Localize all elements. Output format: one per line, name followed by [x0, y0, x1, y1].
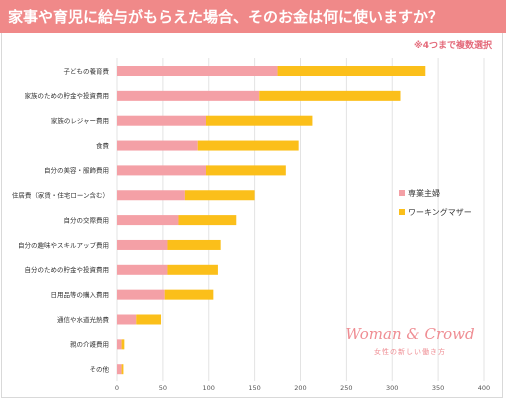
bar-segment-housewife — [117, 140, 198, 151]
bar-segment-working-mother — [121, 364, 124, 375]
chart-note: ※4つまで複数選択 — [413, 41, 492, 51]
bar-segment-housewife — [117, 190, 185, 201]
bar-segment-working-mother — [184, 190, 255, 201]
x-tick-label: 0 — [115, 384, 119, 392]
x-tick-label: 300 — [386, 384, 398, 392]
legend-swatch-housewife — [399, 190, 405, 196]
category-label: 自分の美容・服飾費用 — [44, 166, 109, 175]
category-label: 住居費（家賃・住宅ローン含む） — [12, 191, 109, 200]
bar-segment-housewife — [117, 90, 260, 101]
logo-wordmark: Woman & Crowd — [345, 325, 474, 343]
bar-segment-housewife — [117, 364, 122, 375]
x-tick-label: 400 — [478, 384, 490, 392]
bar-segment-working-mother — [167, 264, 218, 275]
legend-label-working-mother: ワーキングマザー — [408, 207, 472, 217]
legend-label-housewife: 専業主婦 — [408, 188, 440, 198]
bar-segment-working-mother — [197, 140, 299, 151]
title-banner: 家事や育児に給与がもらえた場合、そのお金は何に使いますか？ — [0, 0, 506, 33]
category-label: その他 — [90, 365, 110, 374]
category-label: 日用品等の購入費用 — [51, 290, 110, 299]
category-label: 通信や水道光熱費 — [57, 315, 110, 324]
bar-segment-working-mother — [167, 239, 221, 250]
logo-tagline: 女性の新しい働き方 — [374, 347, 446, 356]
chart-title: 家事や育児に給与がもらえた場合、そのお金は何に使いますか？ — [8, 8, 444, 26]
bar-segment-working-mother — [205, 165, 286, 176]
bar-segment-housewife — [117, 165, 206, 176]
x-tick-label: 350 — [432, 384, 444, 392]
category-label: 親の介護費用 — [70, 340, 109, 349]
x-tick-label: 100 — [203, 384, 215, 392]
category-label: 子どもの養育費 — [64, 66, 110, 75]
category-label: 家族のレジャー費用 — [51, 116, 109, 125]
bar-segment-housewife — [117, 115, 206, 126]
bar-segment-working-mother — [121, 339, 125, 350]
x-tick-label: 250 — [340, 384, 352, 392]
bar-segment-housewife — [117, 239, 168, 250]
bar-segment-working-mother — [178, 215, 237, 226]
x-tick-label: 200 — [294, 384, 306, 392]
category-label: 自分の趣味やスキルアップ費用 — [18, 240, 109, 249]
bar-segment-working-mother — [277, 66, 426, 76]
bar-segment-housewife — [117, 66, 278, 76]
bar-segment-housewife — [117, 215, 179, 226]
bar-segment-housewife — [117, 314, 137, 325]
x-tick-label: 50 — [159, 384, 167, 392]
bar-segment-working-mother — [205, 115, 313, 126]
category-label: 家族のための貯金や投資費用 — [25, 91, 110, 100]
bar-segment-housewife — [117, 289, 165, 300]
bar-segment-working-mother — [259, 90, 401, 101]
bar-segment-housewife — [117, 339, 122, 350]
bar-segment-working-mother — [164, 289, 214, 300]
category-label: 自分のための貯金や投資費用 — [25, 265, 110, 274]
bar-segment-working-mother — [136, 314, 162, 325]
bar-segment-housewife — [117, 264, 168, 275]
category-label: 食費 — [96, 141, 110, 150]
x-tick-label: 150 — [248, 384, 260, 392]
legend-swatch-working-mother — [399, 209, 405, 215]
category-label: 自分の交際費用 — [64, 215, 110, 224]
